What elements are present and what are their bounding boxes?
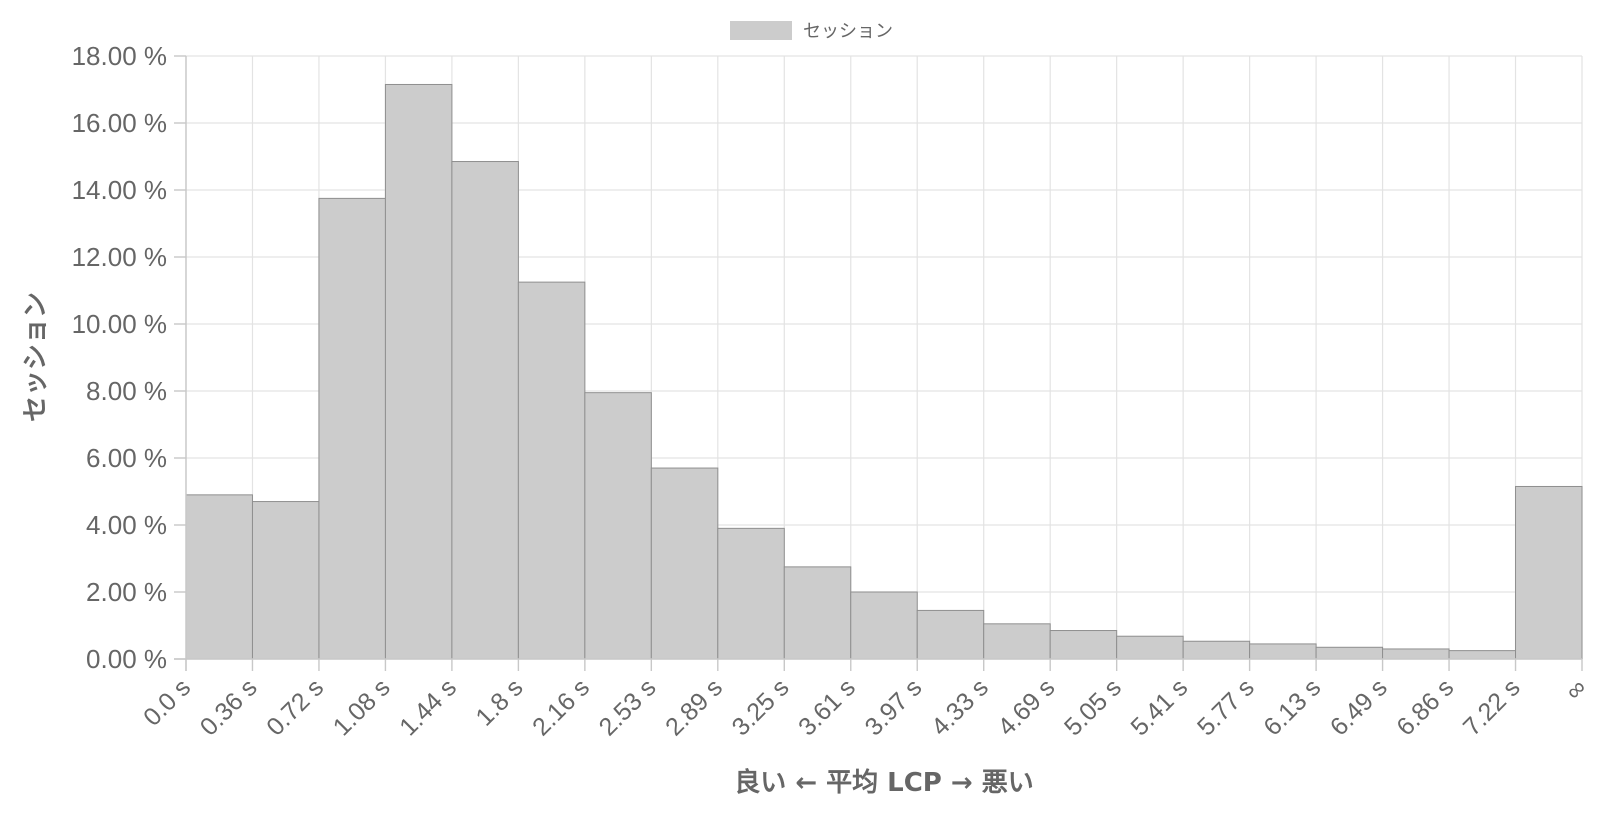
x-tick-label: 5.05 s bbox=[1059, 673, 1127, 741]
x-tick-label: 6.86 s bbox=[1391, 673, 1459, 741]
histogram-bar[interactable] bbox=[517, 281, 586, 660]
histogram-bar[interactable] bbox=[384, 83, 453, 660]
axes bbox=[174, 55, 1583, 671]
x-tick-labels: 0.0 s0.36 s0.72 s1.08 s1.44 s 1.8 s2.16 s… bbox=[138, 673, 1592, 741]
x-tick-label: 0.0 s bbox=[138, 673, 196, 731]
x-tick-label: 6.13 s bbox=[1258, 673, 1326, 741]
y-tick-label: 8.00 % bbox=[86, 376, 167, 406]
x-tick-label: 1.08 s bbox=[328, 673, 396, 741]
x-tick-label: 4.69 s bbox=[992, 673, 1060, 741]
legend-label: セッション bbox=[803, 21, 893, 42]
y-tick-label: 2.00 % bbox=[86, 577, 167, 607]
x-tick-label: 2.89 s bbox=[660, 673, 728, 741]
y-tick-label: 6.00 % bbox=[86, 443, 167, 473]
histogram-bar[interactable] bbox=[1515, 485, 1583, 660]
x-tick-label: 2.16 s bbox=[527, 673, 595, 741]
x-tick-label: 1.8 s bbox=[470, 673, 528, 731]
y-tick-label: 18.00 % bbox=[72, 41, 167, 71]
x-tick-label: ∞ bbox=[1560, 673, 1592, 705]
chart-legend[interactable]: セッション bbox=[730, 21, 893, 42]
x-tick-label: 3.61 s bbox=[793, 673, 861, 741]
histogram-bar[interactable] bbox=[717, 527, 785, 660]
histogram-bar[interactable] bbox=[1382, 648, 1450, 660]
x-tick-label: 0.72 s bbox=[261, 673, 329, 741]
x-tick-label: 0.36 s bbox=[195, 673, 263, 741]
x-tick-label: 5.77 s bbox=[1192, 673, 1260, 741]
x-tick-label: 6.49 s bbox=[1325, 673, 1393, 741]
histogram-bar[interactable] bbox=[983, 623, 1051, 660]
histogram-bar[interactable] bbox=[1315, 646, 1384, 660]
histogram-bar[interactable] bbox=[783, 566, 852, 660]
y-tick-label: 0.00 % bbox=[86, 644, 167, 674]
y-axis-title: セッション bbox=[21, 292, 51, 422]
histogram-bar[interactable] bbox=[318, 197, 386, 660]
x-tick-label: 1.44 s bbox=[394, 673, 462, 741]
x-tick-label: 5.41 s bbox=[1125, 673, 1193, 741]
histogram-bar[interactable] bbox=[916, 609, 985, 660]
histogram-bar[interactable] bbox=[1448, 650, 1517, 660]
histogram-bar[interactable] bbox=[650, 467, 719, 660]
x-tick-label: 2.53 s bbox=[594, 673, 662, 741]
histogram-bar[interactable] bbox=[1116, 635, 1184, 660]
x-tick-label: 3.97 s bbox=[860, 673, 928, 741]
y-tick-label: 14.00 % bbox=[72, 175, 167, 205]
bars bbox=[185, 83, 1583, 660]
histogram-bar[interactable] bbox=[185, 494, 253, 660]
y-tick-label: 10.00 % bbox=[72, 309, 167, 339]
x-tick-label: 4.33 s bbox=[926, 673, 994, 741]
x-axis-title: 良い ← 平均 LCP → 悪い bbox=[734, 767, 1034, 798]
histogram-bar[interactable] bbox=[850, 591, 918, 660]
histogram-bar[interactable] bbox=[584, 392, 652, 660]
histogram-bar[interactable] bbox=[1049, 630, 1118, 660]
histogram-bar[interactable] bbox=[1182, 640, 1251, 660]
x-tick-label: 3.25 s bbox=[727, 673, 795, 741]
y-tick-label: 16.00 % bbox=[72, 108, 167, 138]
y-tick-labels: 0.00 % 2.00 % 4.00 % 6.00 % 8.00 % 10.00 % 12.… bbox=[72, 41, 167, 674]
histogram-bar[interactable] bbox=[451, 161, 519, 660]
histogram-bar[interactable] bbox=[1249, 643, 1317, 660]
legend-swatch bbox=[730, 21, 792, 40]
y-tick-label: 12.00 % bbox=[72, 242, 167, 272]
y-tick-label: 4.00 % bbox=[86, 510, 167, 540]
histogram-bar[interactable] bbox=[251, 501, 320, 660]
x-tick-label: 7.22 s bbox=[1458, 673, 1526, 741]
